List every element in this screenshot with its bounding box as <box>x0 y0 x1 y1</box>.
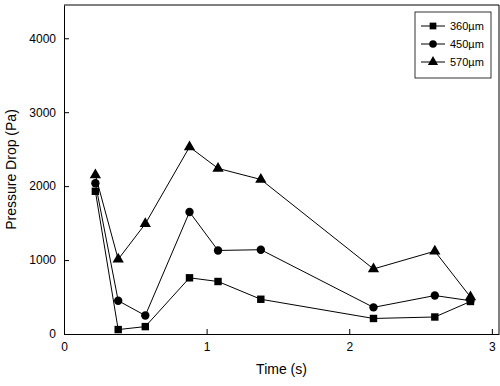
chart-container: 0 1 2 3 0 1000 2000 3000 4000 360µm 450µm 570µm Time… <box>0 0 500 386</box>
tick-label: 1 <box>204 340 211 354</box>
marker <box>140 217 151 227</box>
chart-svg: 0 1 2 3 0 1000 2000 3000 4000 360µm 450µm 570µm Time… <box>0 0 500 386</box>
marker <box>186 274 193 281</box>
tick-label: 0 <box>61 340 68 354</box>
tick-label: 0 <box>49 327 56 341</box>
x-axis-title: Time (s) <box>256 361 307 377</box>
tick-mark <box>492 329 493 334</box>
tick-label: 3000 <box>29 106 56 120</box>
plot-area: 0 1 2 3 0 1000 2000 3000 4000 360µm 450µm 570µm <box>29 5 499 354</box>
tick-mark <box>64 260 69 261</box>
marker <box>255 173 266 183</box>
tick-mark <box>64 186 69 187</box>
marker <box>214 246 222 254</box>
tick: 4000 <box>29 32 69 46</box>
tick: 0 <box>49 327 69 341</box>
legend-box <box>415 12 491 78</box>
y-axis-title: Pressure Drop (Pa) <box>3 109 19 230</box>
tick: 3 <box>489 329 496 354</box>
data-layer <box>90 140 476 333</box>
axis-line <box>65 334 500 335</box>
axis-line <box>64 6 65 335</box>
marker <box>370 315 377 322</box>
marker <box>184 140 195 150</box>
marker <box>185 208 193 216</box>
y-axis: 0 1000 2000 3000 4000 <box>29 6 69 342</box>
marker <box>369 303 377 311</box>
legend-label: 570µm <box>450 56 484 68</box>
tick-mark <box>64 112 69 113</box>
series-line <box>95 183 470 315</box>
legend-label: 360µm <box>450 20 484 32</box>
tick-label: 2000 <box>29 179 56 193</box>
legend-marker <box>428 56 438 65</box>
frame <box>499 5 500 334</box>
tick-label: 3 <box>489 340 496 354</box>
marker <box>90 169 101 179</box>
x-axis: 0 1 2 3 <box>61 329 499 354</box>
tick-label: 1000 <box>29 253 56 267</box>
marker <box>431 313 438 320</box>
tick: 2 <box>346 329 353 354</box>
marker <box>141 311 149 319</box>
marker <box>114 326 121 333</box>
marker <box>214 278 221 285</box>
tick-mark <box>64 38 69 39</box>
tick: 3000 <box>29 106 69 120</box>
marker <box>142 323 149 330</box>
marker <box>368 262 379 272</box>
tick: 2000 <box>29 179 69 193</box>
marker <box>114 297 122 305</box>
tick-mark <box>207 329 208 334</box>
marker <box>465 291 476 301</box>
marker <box>92 188 99 195</box>
legend: 360µm 450µm 570µm <box>415 12 491 78</box>
legend-marker <box>430 23 437 30</box>
marker <box>431 291 439 299</box>
marker <box>257 296 264 303</box>
tick-label: 2 <box>346 340 353 354</box>
marker <box>429 245 440 255</box>
tick: 1000 <box>29 253 69 267</box>
legend-label: 450µm <box>450 38 484 50</box>
tick-mark <box>64 334 69 335</box>
tick: 1 <box>204 329 211 354</box>
frame <box>64 5 499 6</box>
marker <box>257 246 265 254</box>
tick-mark <box>349 329 350 334</box>
legend-marker <box>429 40 437 48</box>
tick-label: 4000 <box>29 32 56 46</box>
series-line <box>95 147 470 297</box>
marker <box>113 253 124 263</box>
marker <box>212 162 223 172</box>
